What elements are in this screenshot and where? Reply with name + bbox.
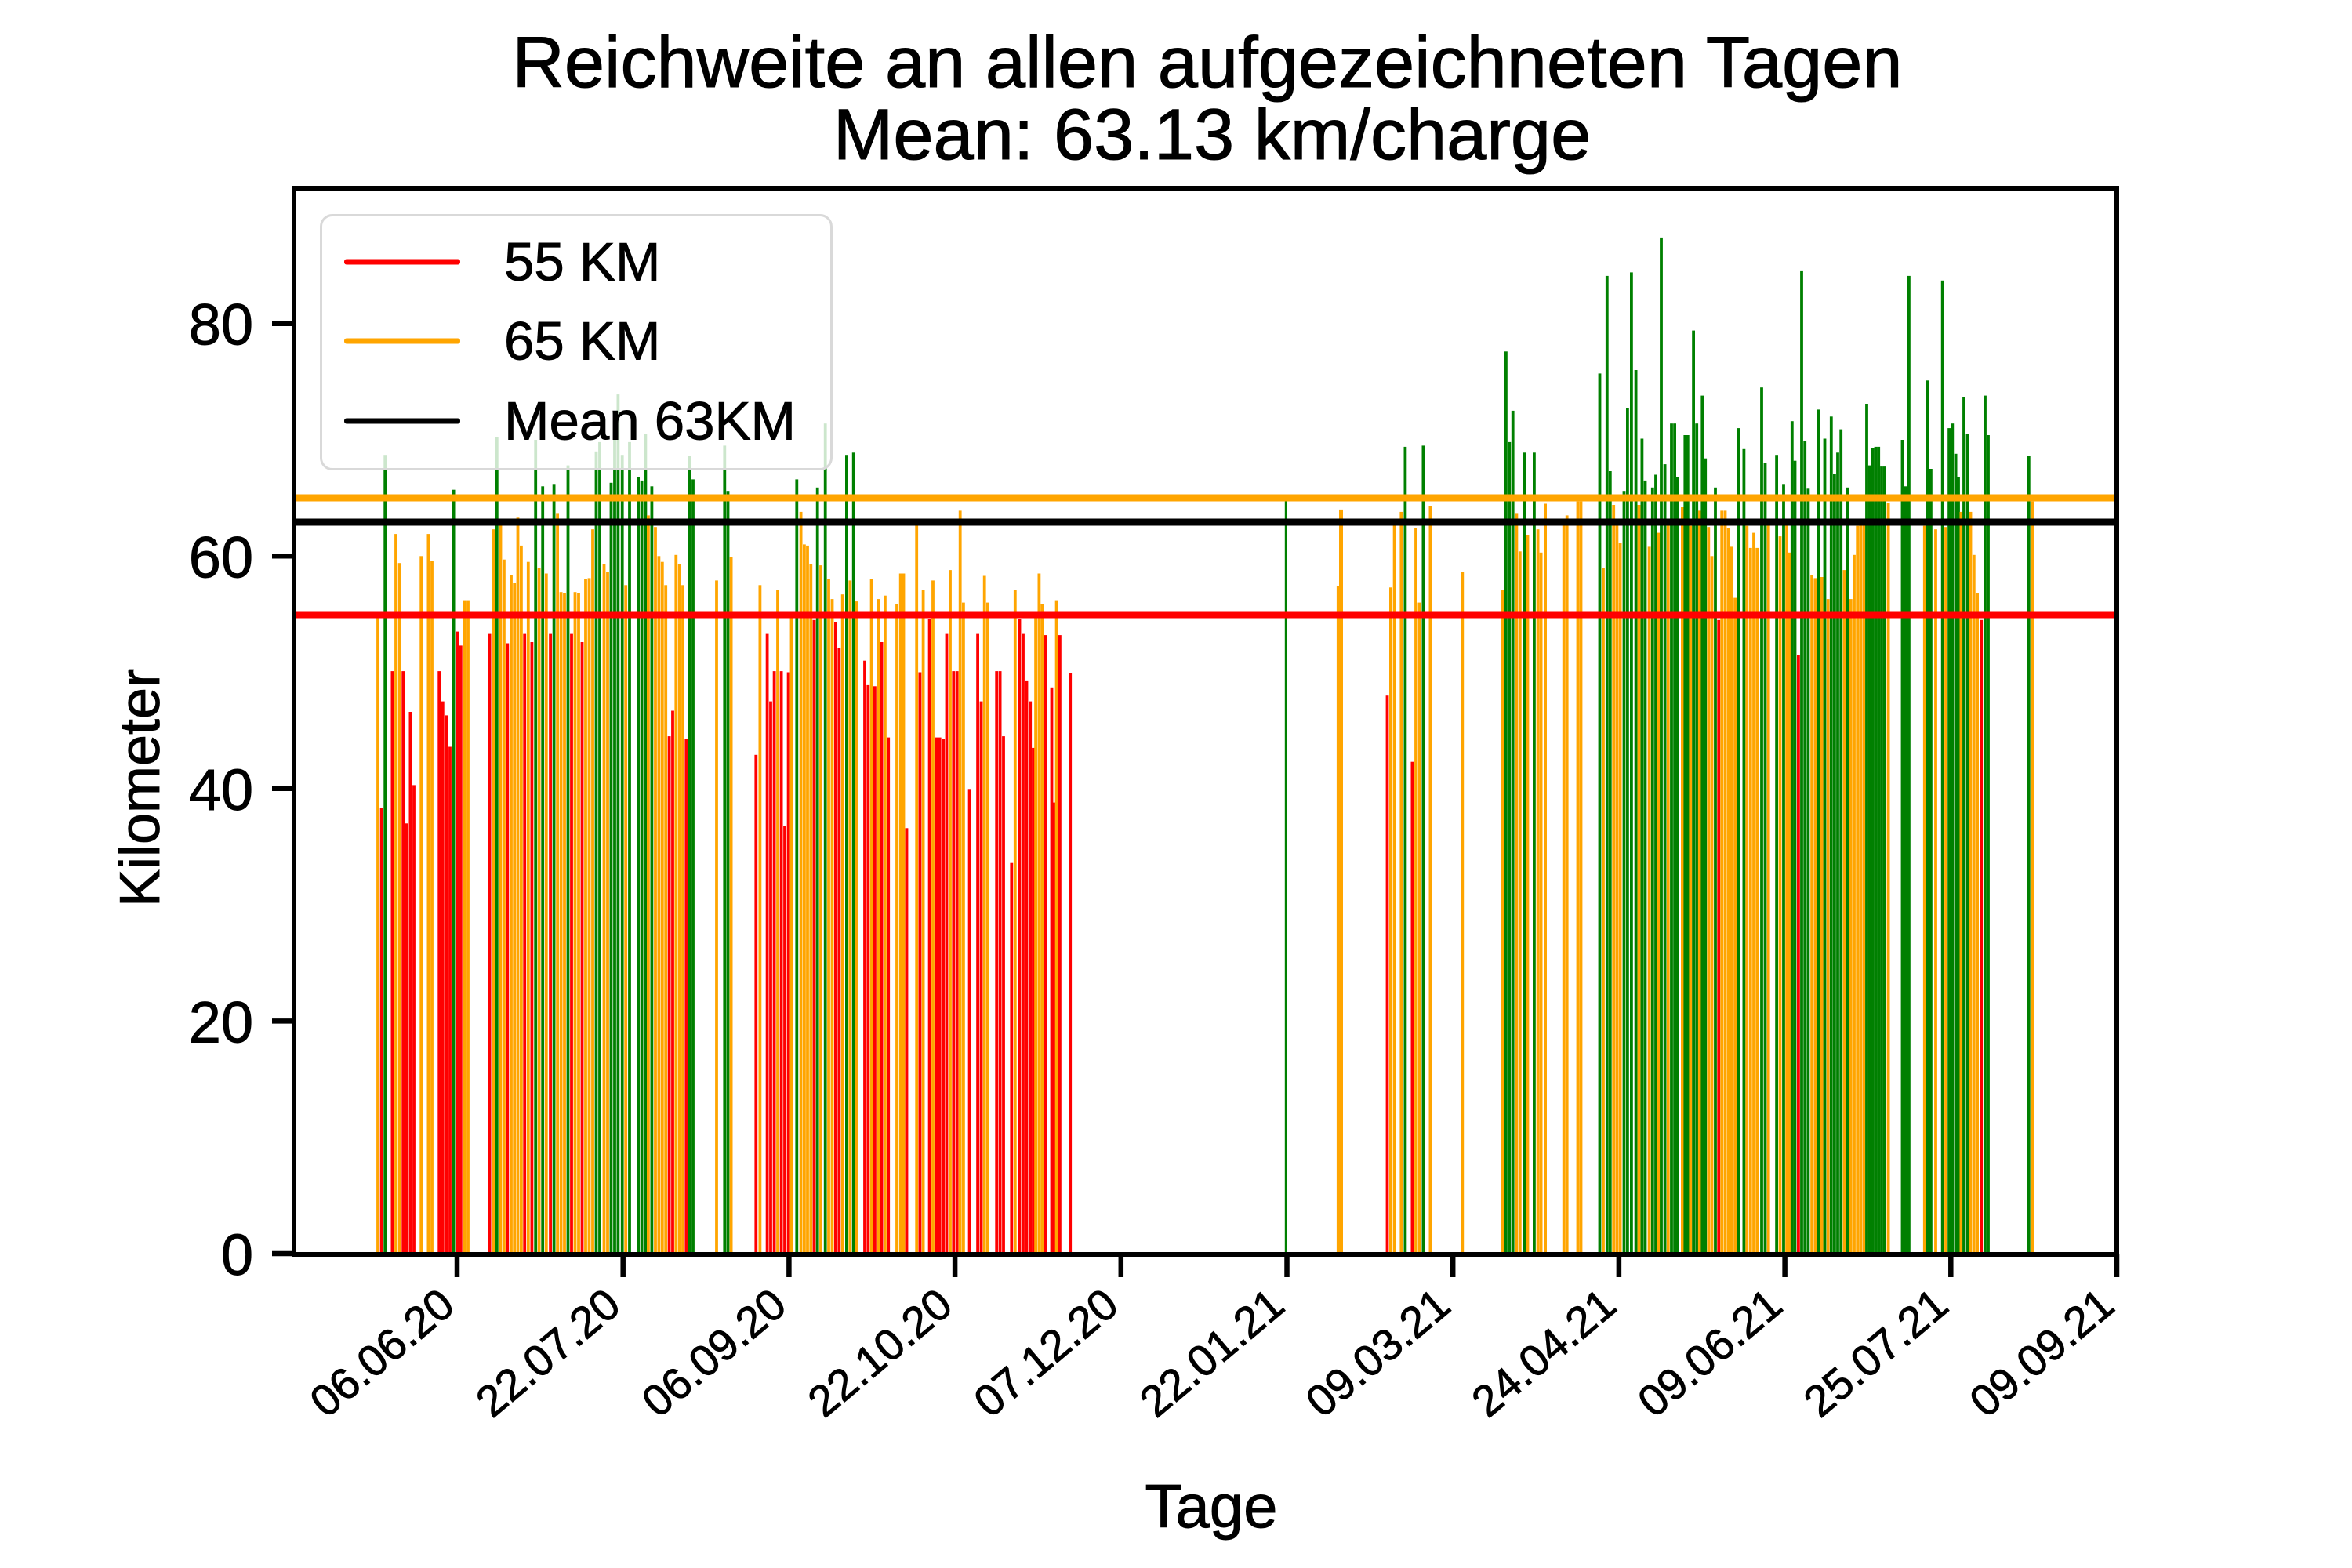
svg-text:20: 20 <box>189 989 253 1054</box>
svg-text:06.09.20: 06.09.20 <box>633 1279 795 1426</box>
svg-text:09.06.21: 09.06.21 <box>1628 1279 1791 1426</box>
svg-text:0: 0 <box>221 1222 253 1287</box>
svg-text:09.03.21: 09.03.21 <box>1296 1279 1458 1426</box>
svg-text:24.04.21: 24.04.21 <box>1462 1279 1624 1426</box>
svg-text:22.01.21: 22.01.21 <box>1131 1279 1293 1426</box>
svg-text:25.07.21: 25.07.21 <box>1795 1279 1957 1426</box>
svg-text:06.06.20: 06.06.20 <box>300 1279 463 1426</box>
svg-text:40: 40 <box>189 757 253 822</box>
svg-text:22.10.20: 22.10.20 <box>798 1279 960 1426</box>
svg-text:Kilometer: Kilometer <box>109 669 172 907</box>
svg-text:60: 60 <box>189 524 253 590</box>
svg-text:07.12.20: 07.12.20 <box>964 1279 1127 1426</box>
svg-text:Tage: Tage <box>1145 1472 1277 1541</box>
svg-text:Mean: 63.13 km/charge: Mean: 63.13 km/charge <box>833 95 1592 175</box>
svg-text:09.09.21: 09.09.21 <box>1960 1279 2122 1426</box>
svg-text:22.07.20: 22.07.20 <box>466 1279 629 1426</box>
svg-text:Reichweite an allen aufgezeich: Reichweite an allen aufgezeichneten Tage… <box>512 23 1902 103</box>
svg-text:80: 80 <box>189 292 253 358</box>
